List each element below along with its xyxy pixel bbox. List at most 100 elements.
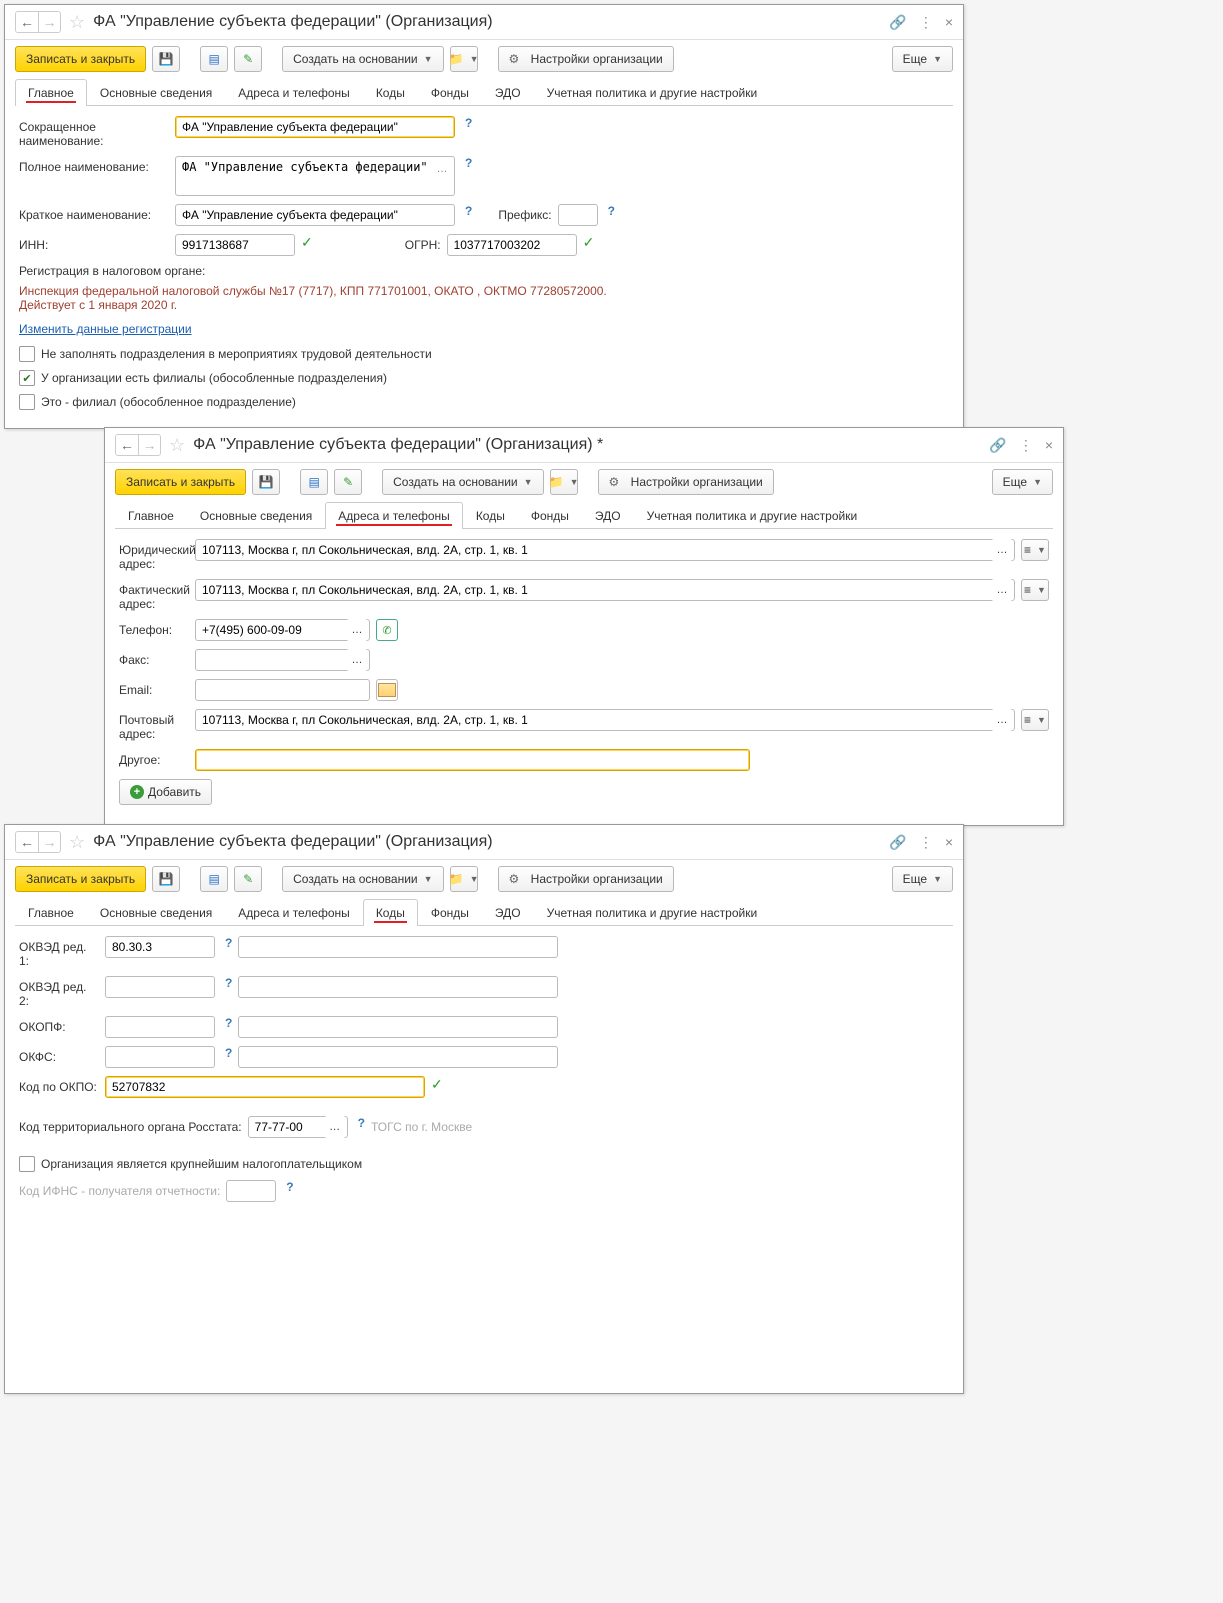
create-based-button[interactable]: Создать на основании▼ [282, 46, 443, 72]
tab-edo[interactable]: ЭДО [482, 79, 534, 106]
help-icon[interactable]: ? [465, 204, 472, 218]
change-reg-link[interactable]: Изменить данные регистрации [19, 322, 192, 336]
folder-button[interactable]: 📁▼ [550, 469, 578, 495]
fact-addr-input[interactable] [195, 579, 1015, 601]
org-settings-button[interactable]: ⚙ Настройки организации [598, 469, 774, 495]
nav-back-icon[interactable]: ← [116, 435, 138, 455]
tab-codes[interactable]: Коды [463, 502, 518, 529]
folder-button[interactable]: 📁▼ [450, 866, 478, 892]
nav-forward-icon[interactable]: → [38, 12, 60, 32]
call-button[interactable]: ✆ [376, 619, 398, 641]
chk-is-branch[interactable] [19, 394, 35, 410]
document-button[interactable]: ▤ [300, 469, 328, 495]
tab-accounting[interactable]: Учетная политика и другие настройки [634, 502, 871, 529]
okved1-desc-input[interactable] [238, 936, 558, 958]
save-button[interactable]: 💾 [152, 46, 180, 72]
tab-addresses[interactable]: Адреса и телефоны [325, 502, 463, 529]
link-icon[interactable]: 🔗 [989, 437, 1006, 454]
ellipsis-button[interactable]: … [324, 1116, 346, 1138]
chk-no-subdiv[interactable] [19, 346, 35, 362]
tab-funds[interactable]: Фонды [518, 502, 582, 529]
ellipsis-button[interactable]: … [991, 579, 1013, 601]
legal-addr-input[interactable] [195, 539, 1015, 561]
fax-input[interactable] [195, 649, 370, 671]
full-name-input[interactable]: ФА "Управление субъекта федерации" [175, 156, 455, 196]
link-icon[interactable]: 🔗 [889, 14, 906, 31]
more-button[interactable]: Еще▼ [892, 46, 953, 72]
tab-main[interactable]: Главное [15, 79, 87, 106]
ogrn-input[interactable] [447, 234, 577, 256]
save-close-button[interactable]: Записать и закрыть [15, 866, 146, 892]
link-icon[interactable]: 🔗 [889, 834, 906, 851]
tab-codes[interactable]: Коды [363, 899, 418, 926]
tab-funds[interactable]: Фонды [418, 79, 482, 106]
favorite-star-icon[interactable]: ☆ [69, 832, 85, 853]
ellipsis-button[interactable]: … [346, 619, 368, 641]
tab-accounting[interactable]: Учетная политика и другие настройки [534, 899, 771, 926]
ellipsis-button[interactable]: … [991, 709, 1013, 731]
okved2-desc-input[interactable] [238, 976, 558, 998]
save-button[interactable]: 💾 [152, 866, 180, 892]
list-menu-button[interactable]: ≡ ▼ [1021, 709, 1049, 731]
edit-button[interactable]: ✎ [234, 46, 262, 72]
nav-back-icon[interactable]: ← [16, 832, 38, 852]
tab-basic[interactable]: Основные сведения [187, 502, 325, 529]
mail-button[interactable] [376, 679, 398, 701]
favorite-star-icon[interactable]: ☆ [69, 12, 85, 33]
favorite-star-icon[interactable]: ☆ [169, 435, 185, 456]
tab-addresses[interactable]: Адреса и телефоны [225, 899, 363, 926]
other-input[interactable] [195, 749, 750, 771]
ellipsis-button[interactable]: … [991, 539, 1013, 561]
edit-button[interactable]: ✎ [334, 469, 362, 495]
tab-main[interactable]: Главное [115, 502, 187, 529]
tab-basic[interactable]: Основные сведения [87, 899, 225, 926]
document-button[interactable]: ▤ [200, 46, 228, 72]
ellipsis-button[interactable]: … [431, 158, 453, 180]
save-close-button[interactable]: Записать и закрыть [15, 46, 146, 72]
nav-forward-icon[interactable]: → [138, 435, 160, 455]
okpo-input[interactable] [105, 1076, 425, 1098]
help-icon[interactable]: ? [608, 204, 615, 218]
folder-button[interactable]: 📁▼ [450, 46, 478, 72]
tab-edo[interactable]: ЭДО [582, 502, 634, 529]
org-settings-button[interactable]: ⚙ Настройки организации [498, 866, 674, 892]
kebab-icon[interactable]: ⋮ [919, 834, 933, 851]
tab-basic[interactable]: Основные сведения [87, 79, 225, 106]
org-settings-button[interactable]: ⚙ Настройки организации [498, 46, 674, 72]
inn-input[interactable] [175, 234, 295, 256]
list-menu-button[interactable]: ≡ ▼ [1021, 539, 1049, 561]
help-icon[interactable]: ? [358, 1116, 365, 1130]
tab-main[interactable]: Главное [15, 899, 87, 926]
tab-accounting[interactable]: Учетная политика и другие настройки [534, 79, 771, 106]
tab-funds[interactable]: Фонды [418, 899, 482, 926]
help-icon[interactable]: ? [225, 936, 232, 950]
help-icon[interactable]: ? [225, 1046, 232, 1060]
help-icon[interactable]: ? [465, 116, 472, 130]
help-icon[interactable]: ? [225, 1016, 232, 1030]
okved1-code-input[interactable] [105, 936, 215, 958]
okopf-code-input[interactable] [105, 1016, 215, 1038]
phone-input[interactable] [195, 619, 370, 641]
close-icon[interactable]: × [945, 14, 953, 30]
email-input[interactable] [195, 679, 370, 701]
create-based-button[interactable]: Создать на основании▼ [382, 469, 543, 495]
more-button[interactable]: Еще▼ [892, 866, 953, 892]
list-menu-button[interactable]: ≡ ▼ [1021, 579, 1049, 601]
okfs-desc-input[interactable] [238, 1046, 558, 1068]
tab-addresses[interactable]: Адреса и телефоны [225, 79, 363, 106]
more-button[interactable]: Еще▼ [992, 469, 1053, 495]
help-icon[interactable]: ? [286, 1180, 293, 1194]
help-icon[interactable]: ? [225, 976, 232, 990]
kebab-icon[interactable]: ⋮ [1019, 437, 1033, 454]
short-name-input[interactable] [175, 116, 455, 138]
ellipsis-button[interactable]: … [346, 649, 368, 671]
brief-name-input[interactable] [175, 204, 455, 226]
okved2-code-input[interactable] [105, 976, 215, 998]
create-based-button[interactable]: Создать на основании▼ [282, 866, 443, 892]
tab-codes[interactable]: Коды [363, 79, 418, 106]
prefix-input[interactable] [558, 204, 598, 226]
okopf-desc-input[interactable] [238, 1016, 558, 1038]
help-icon[interactable]: ? [465, 156, 472, 170]
document-button[interactable]: ▤ [200, 866, 228, 892]
edit-button[interactable]: ✎ [234, 866, 262, 892]
